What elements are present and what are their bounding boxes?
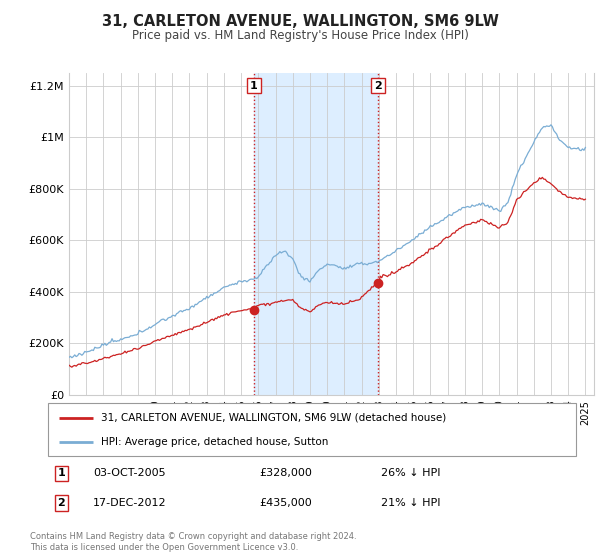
Text: 31, CARLETON AVENUE, WALLINGTON, SM6 9LW: 31, CARLETON AVENUE, WALLINGTON, SM6 9LW [101,14,499,29]
Text: 17-DEC-2012: 17-DEC-2012 [93,498,167,508]
Text: 1: 1 [250,81,258,91]
Text: £435,000: £435,000 [259,498,312,508]
FancyBboxPatch shape [48,403,576,456]
Text: 1: 1 [58,468,65,478]
Text: This data is licensed under the Open Government Licence v3.0.: This data is licensed under the Open Gov… [30,543,298,552]
Text: 03-OCT-2005: 03-OCT-2005 [93,468,166,478]
Bar [254,73,378,395]
Text: 26% ↓ HPI: 26% ↓ HPI [380,468,440,478]
Text: 21% ↓ HPI: 21% ↓ HPI [380,498,440,508]
Text: 31, CARLETON AVENUE, WALLINGTON, SM6 9LW (detached house): 31, CARLETON AVENUE, WALLINGTON, SM6 9LW… [101,413,446,423]
Text: HPI: Average price, detached house, Sutton: HPI: Average price, detached house, Sutt… [101,436,328,446]
Text: Contains HM Land Registry data © Crown copyright and database right 2024.: Contains HM Land Registry data © Crown c… [30,532,356,541]
Text: £328,000: £328,000 [259,468,312,478]
Text: 2: 2 [58,498,65,508]
Text: Price paid vs. HM Land Registry's House Price Index (HPI): Price paid vs. HM Land Registry's House … [131,29,469,42]
Text: 2: 2 [374,81,382,91]
